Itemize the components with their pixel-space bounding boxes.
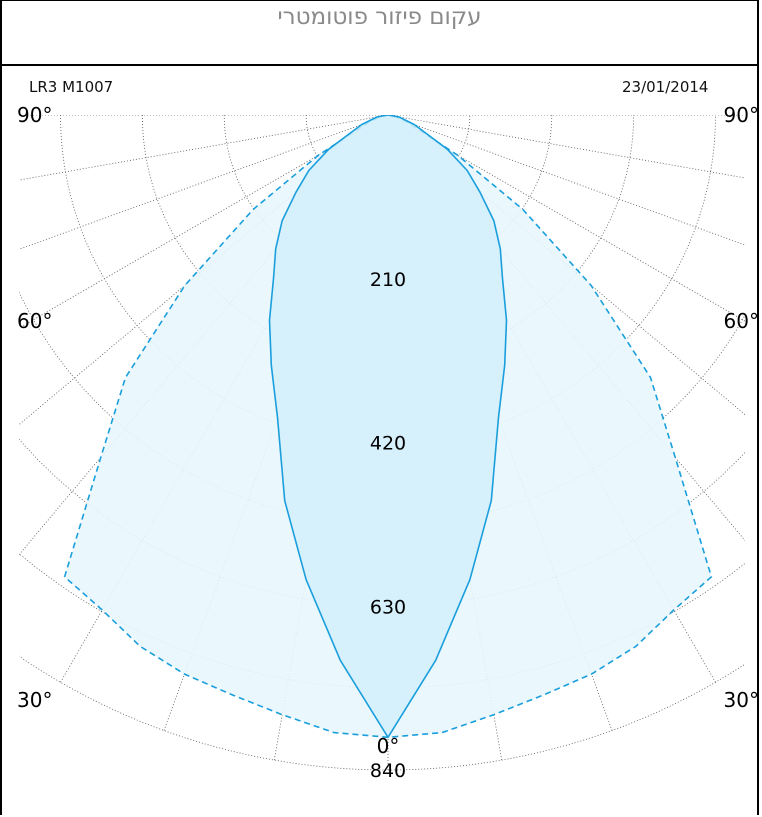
- angle-label-0: 0°: [377, 734, 400, 758]
- angle-label-left: 60°: [17, 309, 52, 333]
- title-bar: עקום פיזור פוטומטרי: [2, 0, 757, 66]
- window-title: עקום פיזור פוטומטרי: [277, 4, 482, 30]
- report-date: 23/01/2014: [622, 78, 709, 96]
- grid-ring: [223, 115, 553, 280]
- chart-labels: 210 420 630 840 90° 90° 60° 60° 30° 30° 0°: [17, 103, 759, 782]
- ring-label: 840: [370, 760, 406, 782]
- grid-spoke: [387, 115, 745, 246]
- angle-label-right: 30°: [724, 688, 759, 712]
- angle-label-left: 90°: [17, 103, 52, 127]
- ring-label: 420: [370, 433, 406, 455]
- curve-solid: [268, 115, 508, 739]
- ring-label: 630: [370, 596, 406, 618]
- grid-ring: [141, 115, 635, 362]
- grid-spoke: [19, 115, 389, 181]
- intensity-curves: [63, 115, 713, 739]
- grid-spoke: [387, 115, 745, 416]
- angle-label-right: 90°: [724, 103, 759, 127]
- grid-spoke: [19, 115, 389, 250]
- grid-spoke: [19, 115, 389, 329]
- angle-label-right: 60°: [724, 309, 759, 333]
- ring-label: 210: [370, 269, 406, 291]
- angle-label-left: 30°: [17, 688, 52, 712]
- grid-spoke: [387, 115, 745, 179]
- luminaire-model: LR3 M1007: [29, 78, 114, 96]
- grid-spoke: [387, 115, 745, 322]
- grid-spoke: [19, 115, 389, 426]
